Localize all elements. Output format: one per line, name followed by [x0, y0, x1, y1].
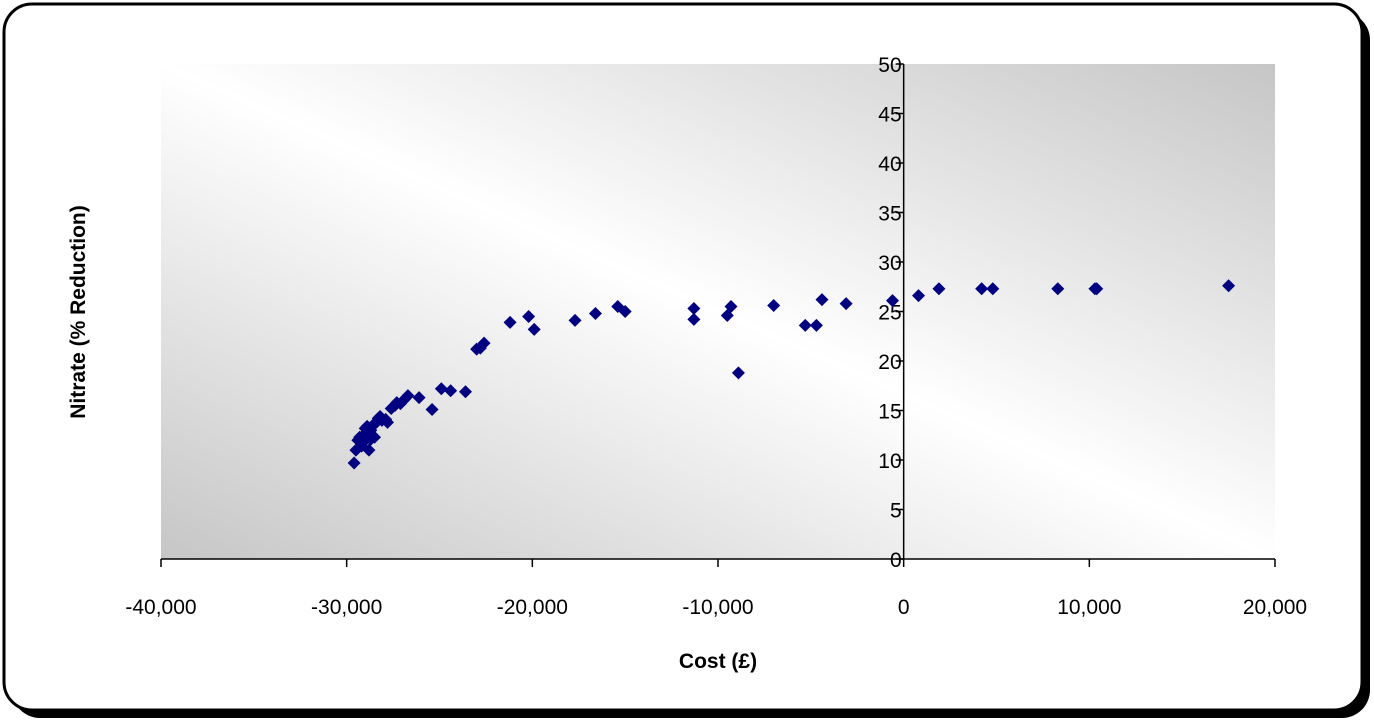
data-point	[412, 391, 426, 405]
data-point	[425, 403, 439, 417]
data-point	[839, 297, 853, 311]
x-tick-label: -40,000	[125, 596, 196, 619]
data-point	[503, 315, 517, 329]
data-point	[886, 294, 900, 308]
y-tick-label: 15	[878, 401, 901, 424]
data-point	[1090, 282, 1104, 296]
y-tick-label: 20	[878, 351, 901, 374]
data-point	[588, 306, 602, 320]
data-point	[347, 456, 361, 470]
y-tick-label: 0	[890, 549, 902, 572]
x-tick-label: 20,000	[1243, 596, 1307, 619]
data-point	[932, 282, 946, 296]
data-point	[1051, 282, 1065, 296]
x-tick-label: -20,000	[497, 596, 568, 619]
y-tick-label: 50	[878, 54, 901, 77]
y-tick-label: 25	[878, 302, 901, 325]
data-point	[724, 300, 738, 314]
y-axis-title: Nitrate (% Reduction)	[67, 205, 90, 419]
x-axis-title: Cost (£)	[679, 650, 757, 673]
data-point	[687, 312, 701, 326]
x-tick-label: 10,000	[1057, 596, 1121, 619]
tick-labels-layer: -40,000 -30,000 -20,000 -10,000 0 10,000 20,00…	[125, 54, 1307, 619]
data-point	[975, 282, 989, 296]
data-point	[362, 443, 376, 457]
data-point	[477, 336, 491, 350]
data-point	[381, 415, 395, 429]
data-point	[687, 302, 701, 316]
data-point	[731, 366, 745, 380]
data-point	[458, 385, 472, 399]
x-tick-label: 0	[898, 596, 910, 619]
data-point	[401, 389, 415, 403]
data-point	[986, 282, 1000, 296]
axes-layer	[160, 63, 1276, 567]
x-tick-label: -10,000	[682, 596, 753, 619]
y-tick-label: 45	[878, 104, 901, 127]
data-point	[568, 313, 582, 327]
y-tick-label: 5	[890, 500, 902, 523]
y-tick-label: 30	[878, 252, 901, 275]
plot-area	[161, 64, 1275, 559]
data-point	[809, 318, 823, 332]
data-point	[527, 322, 541, 336]
data-point	[798, 318, 812, 332]
data-point	[368, 430, 382, 444]
data-point	[1222, 279, 1236, 293]
data-point	[618, 305, 632, 318]
x-tick-label: -30,000	[311, 596, 382, 619]
data-point	[444, 384, 458, 398]
y-tick-label: 10	[878, 450, 901, 473]
data-point	[434, 382, 448, 396]
y-tick-label: 40	[878, 153, 901, 176]
data-point	[522, 309, 536, 323]
data-point	[815, 293, 829, 307]
y-tick-label: 35	[878, 203, 901, 226]
data-points-layer	[347, 279, 1236, 470]
data-point	[912, 289, 926, 303]
data-point	[767, 299, 781, 313]
